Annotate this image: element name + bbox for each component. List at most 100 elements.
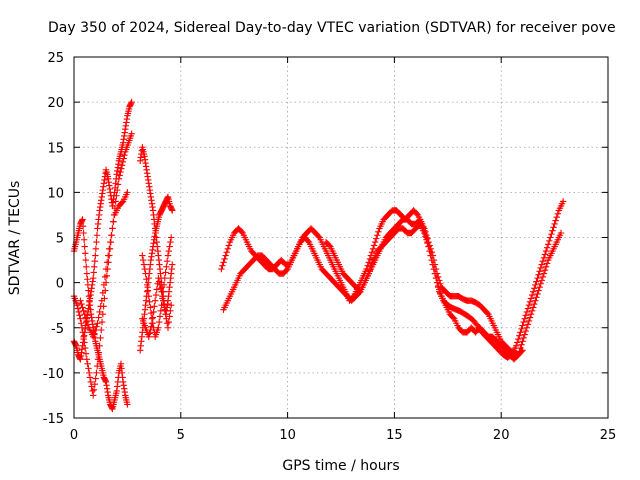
data-point <box>90 274 97 282</box>
data-point <box>436 277 443 284</box>
x-tick-label: 10 <box>279 428 296 443</box>
data-point <box>530 304 537 311</box>
data-point <box>95 314 102 321</box>
y-tick-label: -10 <box>43 367 64 382</box>
data-point <box>169 207 176 214</box>
data-point <box>74 301 81 309</box>
data-point <box>83 263 90 271</box>
plot-frame <box>73 56 609 419</box>
data-point <box>143 281 151 289</box>
data-point <box>527 311 535 318</box>
data-point <box>100 281 108 289</box>
data-point <box>79 329 87 336</box>
data-point <box>369 245 377 252</box>
data-point <box>156 281 164 289</box>
data-point <box>539 257 547 265</box>
data-point <box>92 375 99 382</box>
y-tick-labels: -15 -10 -5 0 5 10 15 20 25 <box>43 51 64 427</box>
data-point <box>147 326 154 334</box>
data-point <box>146 330 153 337</box>
data-point <box>218 265 225 273</box>
data-point <box>90 333 97 340</box>
data-point <box>88 383 95 390</box>
data-point <box>553 213 560 221</box>
data-point <box>536 268 543 275</box>
data-point <box>94 320 101 327</box>
data-point <box>449 314 457 321</box>
data-point <box>164 252 172 259</box>
data-point <box>520 334 527 342</box>
data-point <box>86 369 93 377</box>
series-early-c <box>70 130 135 399</box>
data-point <box>99 311 107 318</box>
data-point <box>82 256 89 264</box>
data-point <box>426 242 433 249</box>
data-point <box>112 198 119 205</box>
y-tick-label: 10 <box>47 186 64 201</box>
series-late-band <box>322 216 526 359</box>
data-point <box>533 278 540 285</box>
data-point <box>167 238 174 246</box>
data-point <box>141 265 148 273</box>
data-point <box>540 270 548 277</box>
data-point <box>114 181 122 188</box>
data-point <box>120 155 127 162</box>
data-point <box>525 317 533 325</box>
data-point <box>315 233 322 240</box>
data-point <box>166 243 173 250</box>
y-axis-label: SDTVAR / TECUs <box>7 181 23 296</box>
data-point <box>98 326 105 334</box>
data-point <box>124 189 131 196</box>
data-point <box>167 307 174 315</box>
data-point <box>525 301 533 309</box>
data-point <box>432 265 440 273</box>
data-point <box>117 168 124 176</box>
data-point <box>151 297 159 304</box>
data-point <box>103 259 111 266</box>
data-point <box>114 186 121 194</box>
data-point <box>371 238 379 246</box>
data-point <box>522 312 529 319</box>
x-tick-label: 15 <box>386 428 403 443</box>
data-point <box>430 256 438 264</box>
data-point <box>428 248 435 256</box>
data-point <box>74 305 82 312</box>
data-point <box>519 347 526 354</box>
data-point <box>82 250 89 257</box>
data-point <box>128 98 135 106</box>
data-point <box>530 288 537 295</box>
data-point <box>93 238 100 246</box>
data-point <box>92 252 99 259</box>
data-point <box>80 307 87 315</box>
data-point <box>434 273 442 281</box>
data-point <box>552 217 559 224</box>
data-point <box>78 320 85 327</box>
y-tick-label: 25 <box>47 51 64 66</box>
data-point <box>87 378 95 386</box>
data-point <box>97 303 104 310</box>
y-tick-label: 5 <box>56 232 64 247</box>
data-point <box>93 323 100 330</box>
data-point <box>484 309 491 317</box>
data-point <box>219 262 226 269</box>
data-point <box>151 303 158 310</box>
data-point <box>79 216 86 223</box>
x-tick-label: 25 <box>600 428 617 443</box>
data-point <box>80 236 88 243</box>
data-point <box>153 286 160 293</box>
data-point <box>516 332 523 339</box>
chart-title: Day 350 of 2024, Sidereal Day-to-day VTE… <box>48 20 616 36</box>
data-point <box>158 288 165 295</box>
data-point <box>531 300 538 308</box>
data-point <box>80 333 87 340</box>
data-point <box>91 263 98 271</box>
y-tick-label: -15 <box>43 412 64 427</box>
data-point <box>84 360 91 368</box>
data-point <box>85 365 92 372</box>
data-point <box>156 313 164 320</box>
data-point <box>429 252 437 259</box>
data-point <box>225 242 233 249</box>
data-point <box>93 232 101 239</box>
data-point <box>528 291 536 299</box>
